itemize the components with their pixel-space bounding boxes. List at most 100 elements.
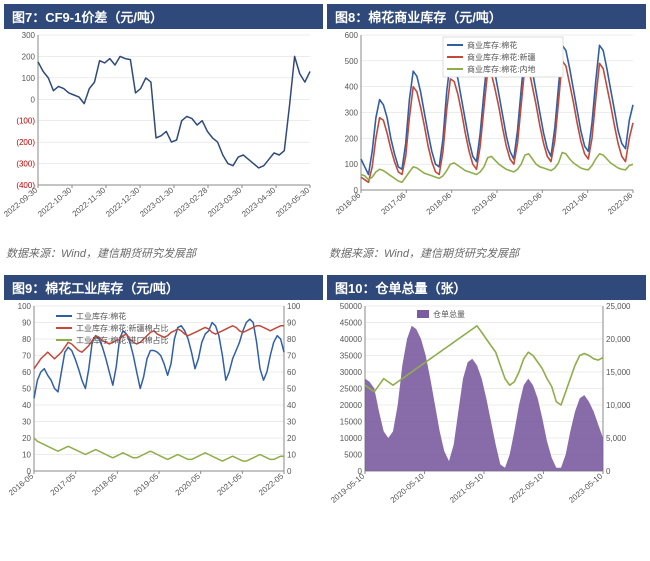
chart7-source: 数据来源：Wind，建信期货研究发展部 <box>4 239 323 271</box>
svg-text:5000: 5000 <box>344 451 362 460</box>
chart7-title: 图7：CF9-1价差（元/吨） <box>4 4 323 29</box>
svg-text:500: 500 <box>345 57 359 66</box>
svg-text:2022-05-10: 2022-05-10 <box>508 471 546 505</box>
svg-text:100: 100 <box>345 160 359 169</box>
svg-text:5,000: 5,000 <box>606 434 627 443</box>
svg-text:200: 200 <box>22 52 36 61</box>
panel-cf9-1-spread: 图7：CF9-1价差（元/吨） (400)(300)(200)(100)0100… <box>4 4 323 271</box>
svg-text:50: 50 <box>22 385 31 394</box>
svg-text:10: 10 <box>22 451 31 460</box>
svg-text:25,000: 25,000 <box>606 302 631 311</box>
svg-text:工业库存:棉花:进口棉占比: 工业库存:棉花:进口棉占比 <box>76 335 168 345</box>
svg-text:30: 30 <box>22 418 31 427</box>
svg-text:300: 300 <box>345 109 359 118</box>
svg-text:70: 70 <box>287 352 296 361</box>
svg-text:35000: 35000 <box>340 352 363 361</box>
svg-text:2023-04-30: 2023-04-30 <box>240 185 278 219</box>
svg-text:50: 50 <box>287 385 296 394</box>
svg-text:400: 400 <box>345 83 359 92</box>
svg-text:商业库存:棉花:内地: 商业库存:棉花:内地 <box>467 64 535 74</box>
chart10-svg: 0 5000 10000 15000 20000 25000 30000 35000 40000… <box>327 300 643 530</box>
svg-text:100: 100 <box>18 302 32 311</box>
svg-text:25000: 25000 <box>340 385 363 394</box>
chart-grid: 图7：CF9-1价差（元/吨） (400)(300)(200)(100)0100… <box>0 0 650 534</box>
svg-text:(300): (300) <box>16 160 35 169</box>
svg-text:15,000: 15,000 <box>606 368 631 377</box>
svg-text:40: 40 <box>287 401 296 410</box>
svg-text:工业库存:棉花: 工业库存:棉花 <box>76 311 126 321</box>
chart9-svg: 0 10 20 30 40 50 60 70 80 90 100 2016-05 2017-05 2018… <box>4 300 320 530</box>
svg-text:80: 80 <box>287 335 296 344</box>
svg-text:80: 80 <box>22 335 31 344</box>
svg-text:2023-02-28: 2023-02-28 <box>172 185 210 219</box>
svg-text:商业库存:棉花: 商业库存:棉花 <box>467 40 517 50</box>
svg-text:2022-06: 2022-06 <box>606 190 635 216</box>
svg-text:100: 100 <box>287 302 301 311</box>
svg-text:2016-05: 2016-05 <box>7 471 36 497</box>
svg-text:100: 100 <box>22 74 36 83</box>
svg-text:2022-12-30: 2022-12-30 <box>104 185 142 219</box>
svg-text:60: 60 <box>22 368 31 377</box>
svg-text:2017-06: 2017-06 <box>379 190 408 216</box>
chart8-svg: 01002003004005006002016-062017-062018-06… <box>327 29 643 239</box>
svg-text:10: 10 <box>287 451 296 460</box>
svg-text:2017-05: 2017-05 <box>49 471 78 497</box>
chart8-title: 图8：棉花商业库存（元/吨） <box>327 4 646 29</box>
svg-text:(200): (200) <box>16 138 35 147</box>
svg-text:仓单总量: 仓单总量 <box>433 309 465 319</box>
svg-text:2022-09-30: 2022-09-30 <box>4 185 40 219</box>
svg-text:0: 0 <box>287 467 292 476</box>
svg-text:50000: 50000 <box>340 302 363 311</box>
svg-text:2019-06: 2019-06 <box>470 190 499 216</box>
svg-text:2016-06: 2016-06 <box>334 190 363 216</box>
svg-text:(100): (100) <box>16 117 35 126</box>
svg-text:70: 70 <box>22 352 31 361</box>
svg-text:2022-11-30: 2022-11-30 <box>71 185 108 218</box>
svg-text:2023-05-10: 2023-05-10 <box>567 471 605 505</box>
panel-warehouse-receipts: 图10：仓单总量（张） 0 5000 10000 15000 20000 25000 300… <box>327 275 646 530</box>
svg-text:2019-05-10: 2019-05-10 <box>329 471 367 505</box>
svg-text:2023-01-30: 2023-01-30 <box>138 185 176 219</box>
svg-text:20: 20 <box>287 434 296 443</box>
svg-text:15000: 15000 <box>340 418 363 427</box>
panel-industrial-inventory: 图9：棉花工业库存（元/吨） 0102030405060708090100201… <box>4 275 323 530</box>
svg-text:20: 20 <box>22 434 31 443</box>
svg-text:20,000: 20,000 <box>606 335 631 344</box>
svg-text:2023-05-30: 2023-05-30 <box>274 185 312 219</box>
panel-commercial-inventory: 图8：棉花商业库存（元/吨） 01002003004005006002016-0… <box>327 4 646 271</box>
svg-text:45000: 45000 <box>340 319 363 328</box>
svg-text:2019-05: 2019-05 <box>132 471 161 497</box>
chart10-title: 图10：仓单总量（张） <box>327 275 646 300</box>
svg-text:商业库存:棉花:新疆: 商业库存:棉花:新疆 <box>467 52 535 62</box>
svg-text:30000: 30000 <box>340 368 363 377</box>
svg-text:2021-05-10: 2021-05-10 <box>448 471 486 505</box>
svg-text:2018-05: 2018-05 <box>90 471 119 497</box>
svg-text:2022-05: 2022-05 <box>257 471 286 497</box>
svg-text:2020-05: 2020-05 <box>174 471 203 497</box>
svg-text:2021-05: 2021-05 <box>215 471 244 497</box>
chart7-svg: (400)(300)(200)(100)01002003002022-09-30… <box>4 29 320 239</box>
svg-text:90: 90 <box>287 319 296 328</box>
svg-text:600: 600 <box>345 31 359 40</box>
svg-text:30: 30 <box>287 418 296 427</box>
svg-text:2020-06: 2020-06 <box>515 190 544 216</box>
svg-text:40: 40 <box>22 401 31 410</box>
svg-text:20000: 20000 <box>340 401 363 410</box>
chart8-source: 数据来源：Wind，建信期货研究发展部 <box>327 239 646 271</box>
svg-text:90: 90 <box>22 319 31 328</box>
svg-text:200: 200 <box>345 134 359 143</box>
svg-text:2020-05-10: 2020-05-10 <box>389 471 427 505</box>
svg-text:60: 60 <box>287 368 296 377</box>
svg-text:2018-06: 2018-06 <box>425 190 454 216</box>
svg-text:2022-10-30: 2022-10-30 <box>36 185 74 219</box>
svg-text:40000: 40000 <box>340 335 363 344</box>
svg-text:0: 0 <box>606 467 611 476</box>
svg-text:300: 300 <box>22 31 36 40</box>
svg-text:工业库存:棉花:新疆棉占比: 工业库存:棉花:新疆棉占比 <box>76 323 168 333</box>
svg-text:10,000: 10,000 <box>606 401 631 410</box>
chart9-title: 图9：棉花工业库存（元/吨） <box>4 275 323 300</box>
svg-text:2021-06: 2021-06 <box>561 190 590 216</box>
svg-text:10000: 10000 <box>340 434 363 443</box>
svg-text:0: 0 <box>31 95 36 104</box>
svg-text:2023-03-30: 2023-03-30 <box>206 185 244 219</box>
